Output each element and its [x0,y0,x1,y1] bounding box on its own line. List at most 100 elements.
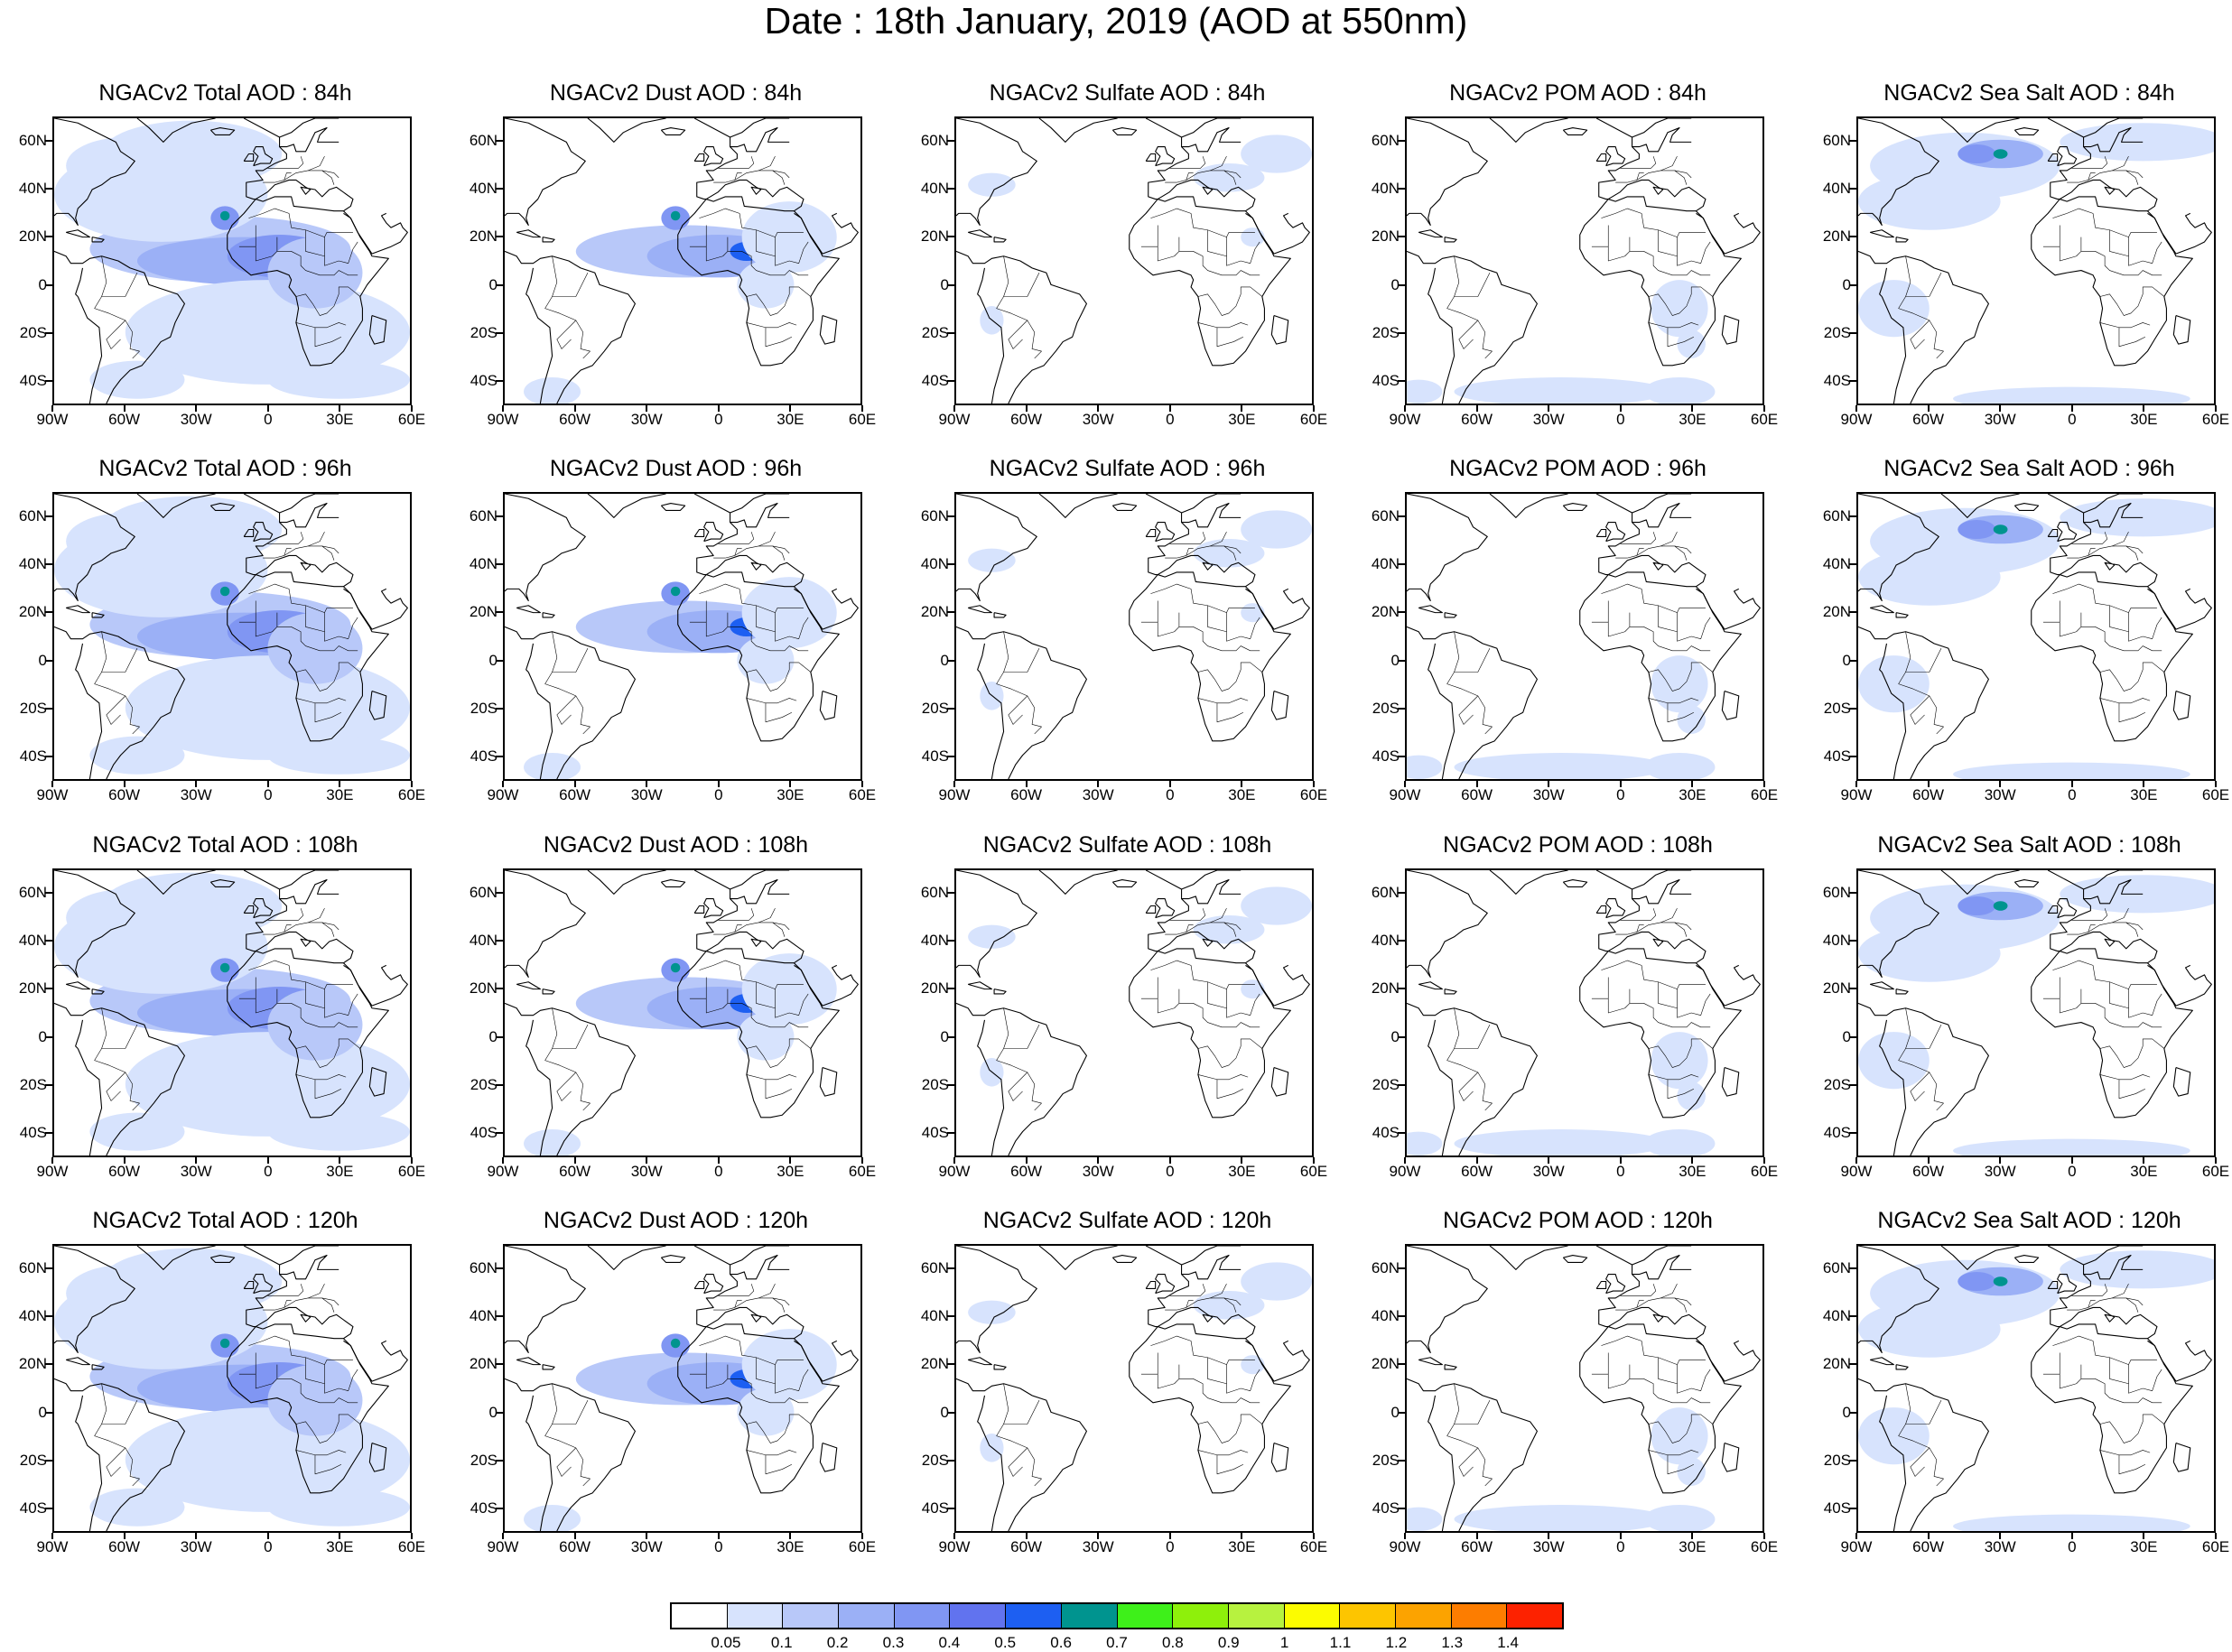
country-border [314,702,342,723]
coastline [993,612,1007,618]
coastline [1881,1048,1907,1155]
lat-tick-label: 20N [18,979,47,998]
country-border [689,246,809,276]
coastline [54,1246,135,1354]
coastline [1721,1067,1740,1097]
lat-tick [496,708,503,710]
lat-tick-label: 60N [1371,506,1400,524]
coastline [1940,870,2020,895]
coastline [54,870,135,979]
coastline [1940,1246,2020,1270]
lon-tick [266,1157,269,1164]
lat-tick-label: 40N [469,932,498,949]
lon-tick-label: 90W [36,1538,69,1555]
country-border [1898,273,1944,359]
coastline [1155,146,1176,167]
lon-tick-label: 30W [630,1163,663,1180]
lon-tick-label: 0 [1616,786,1625,803]
country-border [996,648,1042,735]
coastline [77,1048,103,1155]
country-border [2099,1450,2151,1456]
aod-contour [125,1407,410,1512]
lat-tick [496,756,503,758]
coastline [54,1002,185,1155]
lat-tick-label: 0 [1842,651,1851,669]
country-border [248,583,353,613]
lat-tick [496,611,503,614]
colorbar-swatch [1340,1604,1396,1628]
country-border [284,1300,292,1308]
coastline [1245,1340,1310,1382]
coastline [2172,315,2191,345]
lon-tick [1313,781,1315,787]
coastline [993,237,1007,243]
coastline [2147,964,2212,1007]
lon-tick-label: 30W [630,1538,663,1555]
lon-tick [1691,405,1694,412]
country-border [1660,532,1678,547]
lon-tick-label: 60W [108,1163,141,1180]
aod-map [503,116,862,405]
aod-map [503,1244,862,1533]
country-border [1197,662,1263,691]
lat-tick-label: 60N [920,131,949,149]
country-border [1454,1007,1460,1049]
coastline [2083,494,2144,514]
coastline [1895,237,1909,243]
country-border [1207,1357,1227,1385]
country-border [2071,908,2108,921]
lat-tick [1849,1267,1856,1269]
coastline [279,494,339,514]
coastline [527,672,553,779]
lon-tick [953,781,955,787]
lat-tick [45,1035,52,1038]
lon-tick-label: 0 [264,1538,273,1555]
panel-title: NGACv2 Sulfate AOD : 96h [989,456,1266,481]
country-border [996,1025,1042,1111]
country-border [1910,320,1930,349]
lat-tick-label: 40N [1822,180,1851,197]
map-panel: NGACv2 Sulfate AOD : 84h 60N 40N 20N 0 20S 40S… [902,79,1353,456]
country-border [2111,908,2129,923]
lon-tick [1691,781,1694,787]
lon-tick [1763,405,1765,412]
colorbar [670,1602,1564,1629]
aod-contour [1958,144,1996,164]
country-border [106,320,126,349]
coastline [703,1274,724,1295]
lon-tick-label: 60W [108,786,141,803]
country-border [746,1414,812,1443]
coastline [1595,153,1607,162]
aod-contour [968,924,1016,949]
lat-tick-label: 60N [1822,883,1851,901]
country-border [1648,286,1714,316]
coastline [2059,554,2158,588]
lon-tick [953,405,955,412]
coastline [977,267,986,297]
lat-tick-label: 40S [921,372,949,390]
country-border [1648,662,1714,691]
coastline [1145,1280,1157,1289]
lat-tick [1849,891,1856,894]
coastline [2083,127,2144,153]
aod-contour [968,1300,1016,1324]
lat-tick-label: 20N [1371,603,1400,621]
country-border [284,924,292,933]
coastline [1858,250,1989,404]
lon-tick-label: 30W [180,411,212,428]
country-border [1636,1300,1644,1308]
country-border [295,1074,347,1081]
coastline [91,237,105,243]
lat-tick [1849,988,1856,990]
aod-contour [1241,1262,1312,1301]
lat-tick-label: 60N [469,506,498,524]
country-border [1667,327,1695,348]
coastline [77,1424,103,1531]
country-border [765,1454,793,1475]
coastline [1870,605,1894,614]
lon-tick [573,405,576,412]
coastline [1270,315,1289,345]
lat-tick [947,332,954,334]
lon-tick-label: 60E [1750,411,1779,428]
lat-tick-label: 20N [920,227,949,246]
